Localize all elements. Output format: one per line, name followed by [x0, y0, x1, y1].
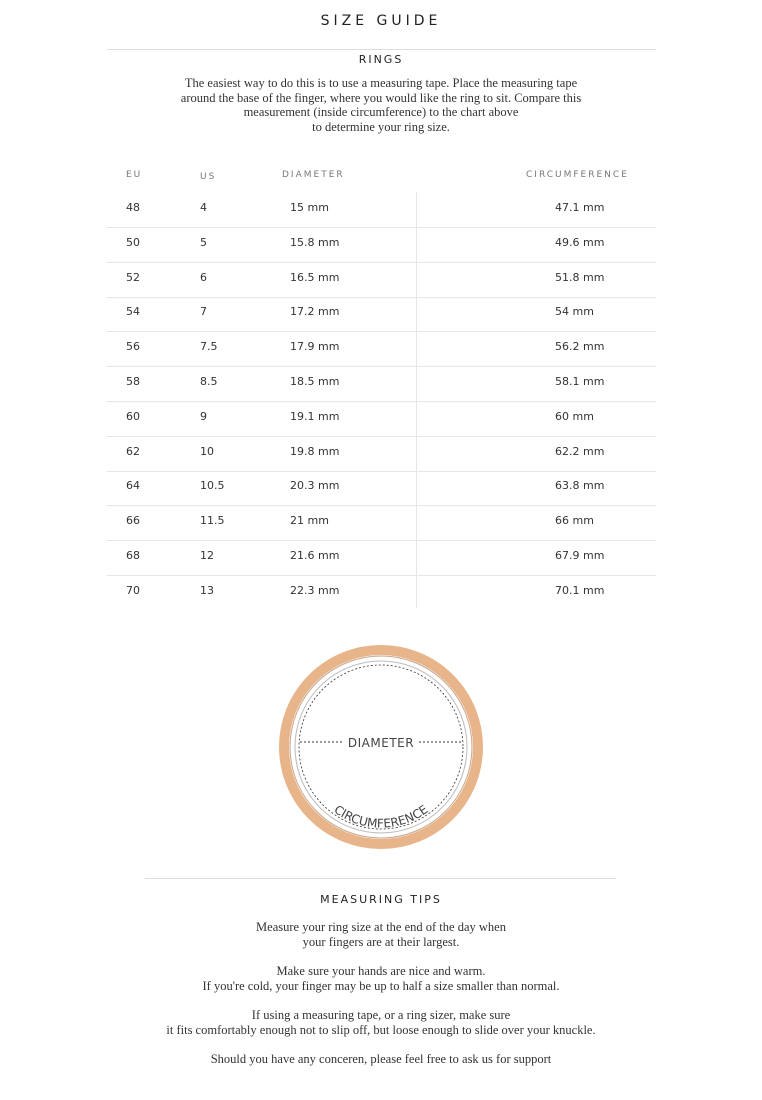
intro-line: around the base of the finger, where you… — [180, 90, 582, 105]
cell-circumference: 54 mm — [555, 305, 594, 319]
cell-us: 11.5 — [200, 514, 225, 528]
table-row: 52 6 16.5 mm 51.8 mm — [107, 262, 656, 298]
ring-outer — [279, 645, 483, 849]
cell-eu: 52 — [126, 270, 140, 284]
cell-us: 6 — [200, 270, 207, 284]
cell-us: 10 — [200, 444, 214, 458]
cell-diameter: 16.5 mm — [290, 270, 340, 284]
section-title: RINGS — [358, 53, 404, 66]
cell-circumference: 58.1 mm — [555, 375, 605, 388]
table-row: 64 10.5 20.3 mm 63.8 mm — [107, 470, 656, 507]
intro-line: measurement (inside circumference) to th… — [243, 105, 519, 119]
cell-diameter: 21 mm — [290, 514, 329, 528]
tips-heading: MEASURING TIPS — [320, 893, 442, 906]
cell-eu: 50 — [126, 235, 140, 249]
cell-eu: 56 — [126, 340, 140, 354]
cell-diameter: 21.6 mm — [290, 549, 340, 562]
page-title: SIZE GUIDE — [320, 13, 442, 29]
cell-circumference: 63.8 mm — [555, 479, 605, 493]
cell-diameter: 22.3 mm — [290, 583, 340, 597]
cell-us: 7.5 — [200, 340, 218, 354]
table-row: 50 5 15.8 mm 49.6 mm — [107, 227, 656, 263]
cell-diameter: 15 mm — [290, 201, 329, 214]
cell-us: 9 — [200, 409, 207, 423]
table-row: 70 13 22.3 mm 70.1 mm — [107, 575, 656, 610]
table-row: 66 11.5 21 mm 66 mm — [107, 505, 656, 542]
ring-inner-edge — [289, 655, 473, 839]
header-us: US — [200, 172, 217, 182]
cell-diameter: 19.1 mm — [290, 409, 340, 423]
intro-line: to determine your ring size. — [312, 119, 450, 134]
cell-eu: 48 — [126, 201, 140, 214]
cell-eu: 54 — [126, 305, 140, 319]
intro-text: The easiest way to do this is to use a m… — [0, 76, 762, 134]
cell-us: 4 — [200, 201, 207, 214]
column-divider — [416, 192, 417, 608]
table-row: 68 12 21.6 mm 67.9 mm — [107, 540, 656, 576]
cell-diameter: 18.5 mm — [290, 375, 340, 388]
cell-eu: 58 — [126, 375, 140, 388]
cell-us: 7 — [200, 305, 207, 319]
cell-diameter: 19.8 mm — [290, 444, 340, 458]
intro-line: The easiest way to do this is to use a m… — [184, 76, 578, 90]
cell-diameter: 20.3 mm — [290, 479, 340, 493]
cell-circumference: 67.9 mm — [555, 549, 605, 562]
diameter-label: DIAMETER — [348, 736, 414, 750]
cell-eu: 62 — [126, 444, 140, 458]
divider — [107, 49, 656, 50]
cell-diameter: 15.8 mm — [290, 235, 340, 249]
divider — [145, 878, 616, 879]
header-eu: EU — [126, 170, 143, 180]
cell-eu: 66 — [126, 514, 140, 528]
cell-circumference: 49.6 mm — [555, 235, 605, 249]
circumference-label: CIRCUMFERENCE — [331, 802, 430, 830]
table-row: 62 10 19.8 mm 62.2 mm — [107, 436, 656, 472]
cell-eu: 70 — [126, 583, 140, 597]
cell-circumference: 62.2 mm — [555, 444, 605, 458]
cell-us: 5 — [200, 235, 207, 249]
header-diameter: DIAMETER — [282, 170, 345, 180]
cell-circumference: 66 mm — [555, 514, 594, 528]
tips-text: Measure your ring size at the end of the… — [166, 920, 596, 1066]
table-row: 60 9 19.1 mm 60 mm — [107, 401, 656, 437]
ring-diagram: DIAMETER CIRCUMFERENCE — [279, 645, 483, 849]
cell-us: 13 — [200, 583, 214, 597]
cell-eu: 60 — [126, 409, 140, 423]
cell-circumference: 60 mm — [555, 409, 594, 423]
cell-us: 12 — [200, 549, 214, 562]
table-row: 56 7.5 17.9 mm 56.2 mm — [107, 331, 656, 368]
table-row: 54 7 17.2 mm 54 mm — [107, 296, 656, 333]
table-row: 58 8.5 18.5 mm 58.1 mm — [107, 366, 656, 402]
cell-circumference: 70.1 mm — [555, 583, 605, 597]
cell-circumference: 47.1 mm — [555, 201, 605, 214]
table-row: 48 4 15 mm 47.1 mm — [107, 192, 656, 228]
cell-circumference: 51.8 mm — [555, 270, 605, 284]
circumference-line — [298, 664, 464, 830]
cell-us: 8.5 — [200, 375, 218, 388]
cell-circumference: 56.2 mm — [555, 340, 605, 354]
cell-us: 10.5 — [200, 479, 225, 493]
cell-diameter: 17.2 mm — [290, 305, 340, 319]
cell-diameter: 17.9 mm — [290, 340, 340, 354]
ring-inner — [294, 660, 468, 834]
header-circumference: CIRCUMFERENCE — [526, 170, 629, 180]
cell-eu: 64 — [126, 479, 140, 493]
cell-eu: 68 — [126, 549, 140, 562]
